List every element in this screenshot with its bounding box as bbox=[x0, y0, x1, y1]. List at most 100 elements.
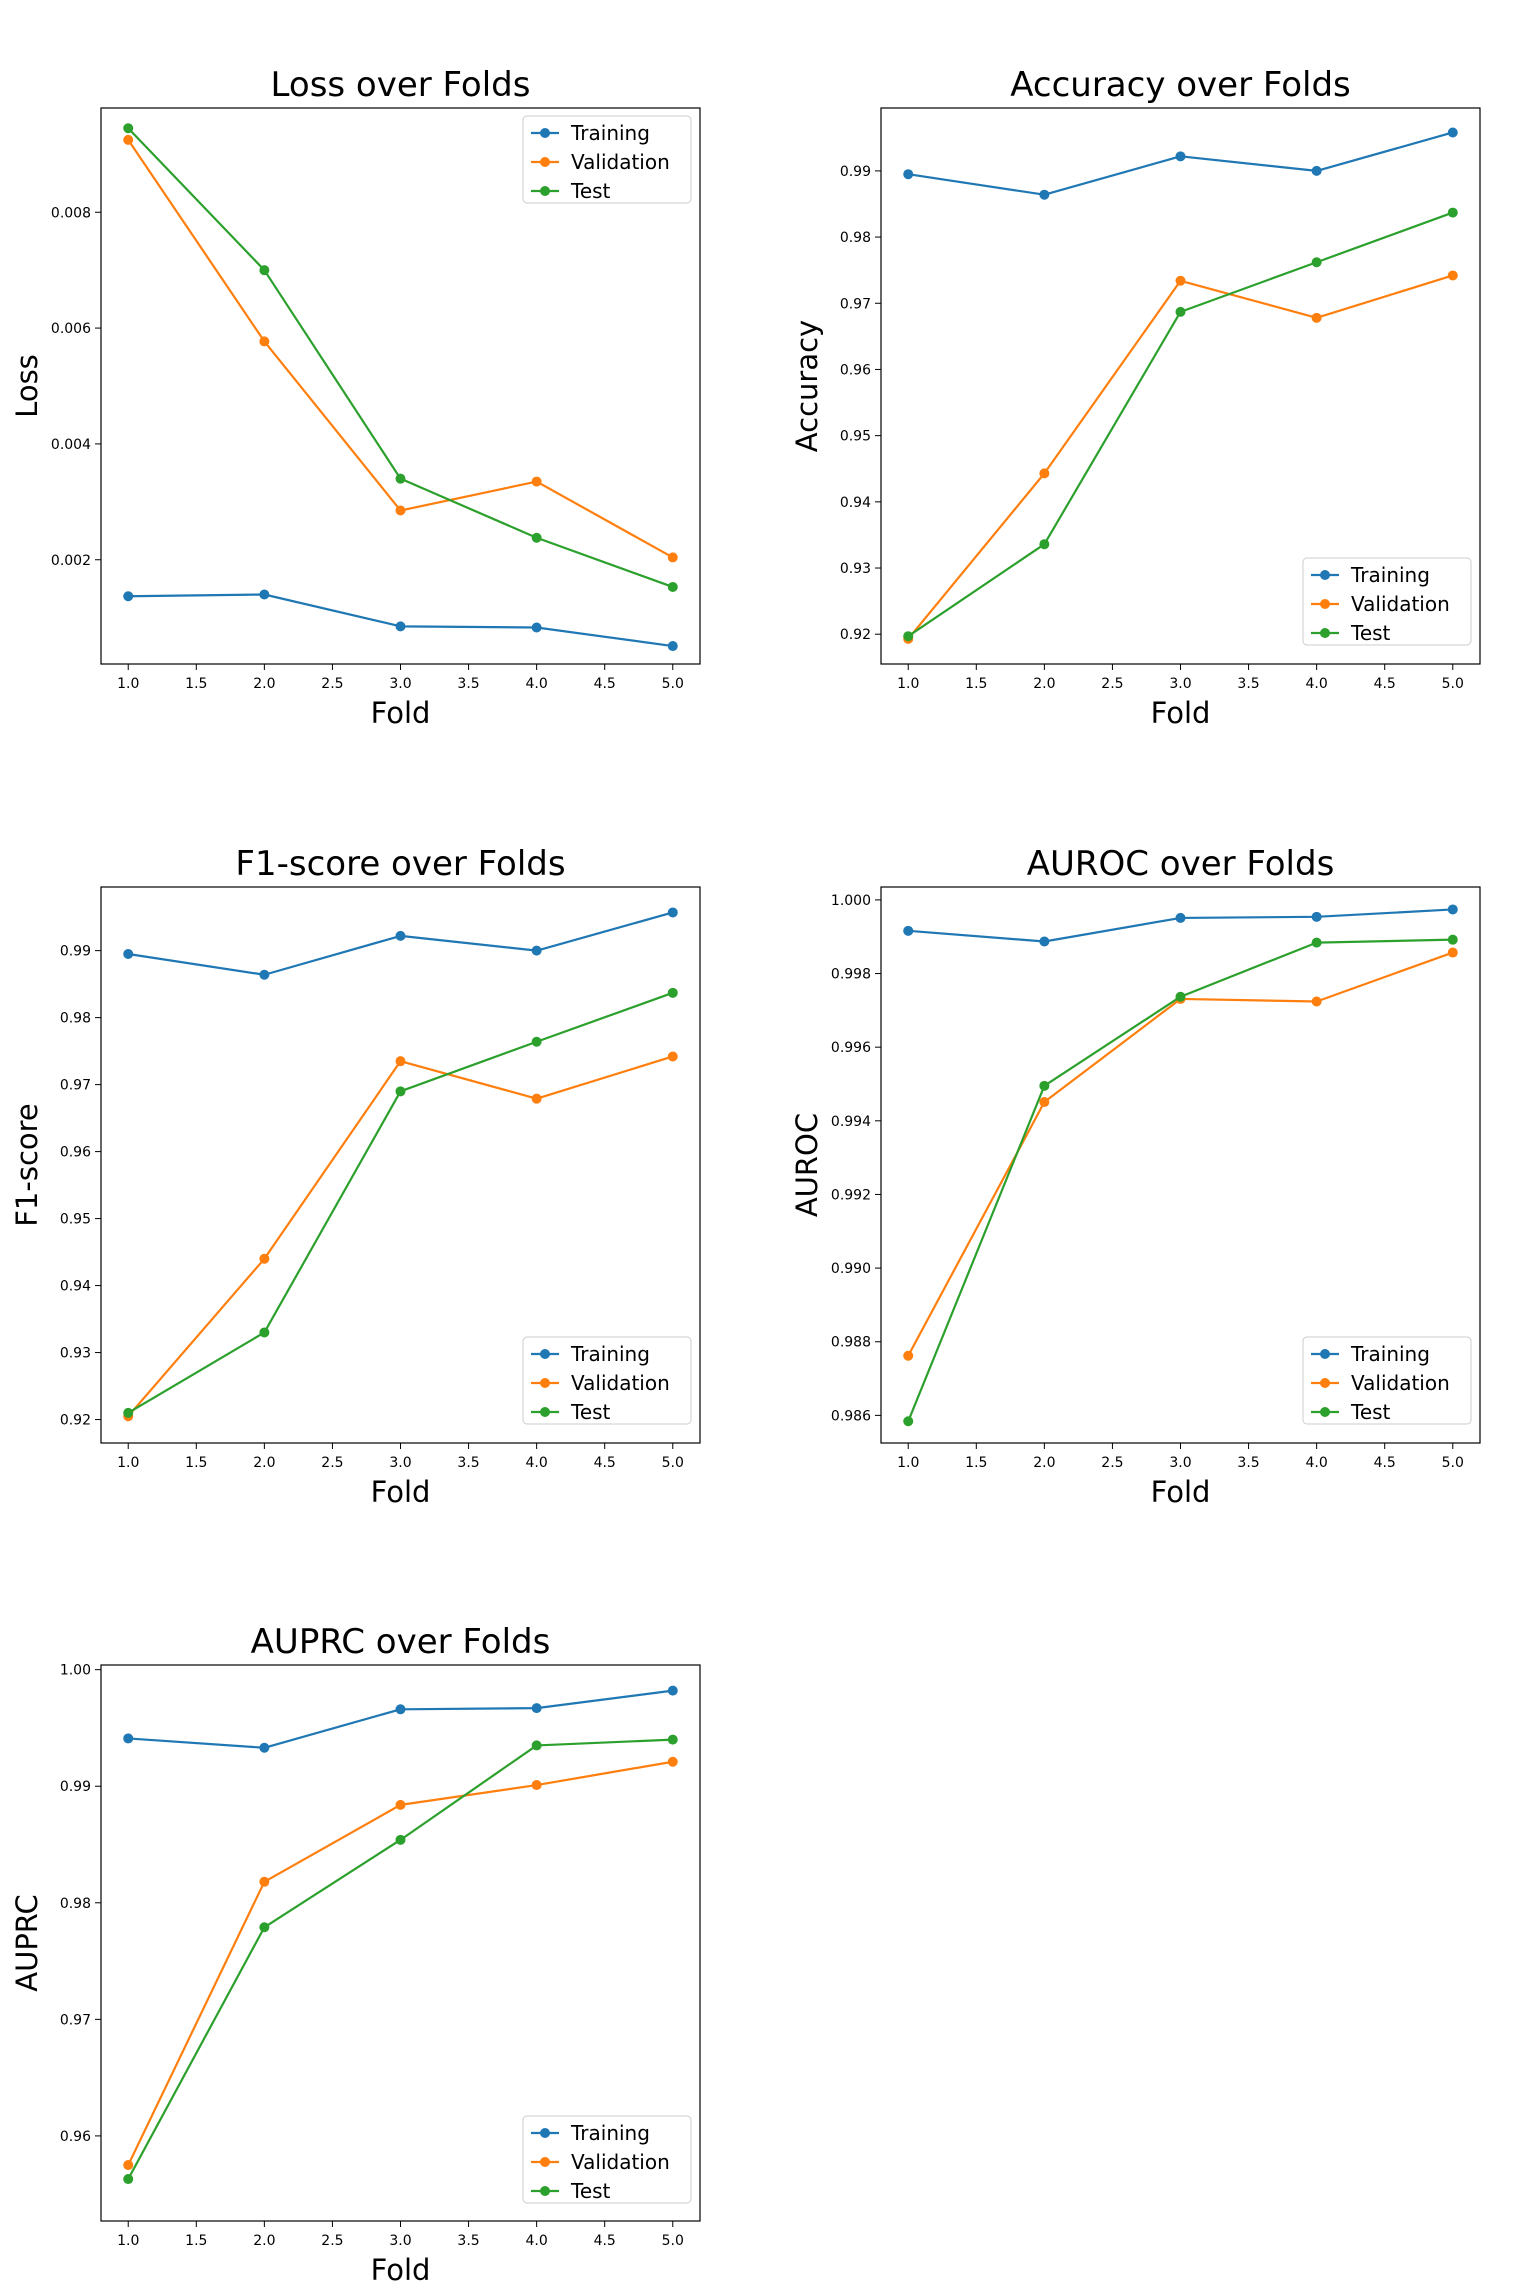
series-line-validation bbox=[127, 1760, 673, 2166]
y-tick-label: 0.99 bbox=[60, 1779, 91, 1795]
series-line-training bbox=[128, 593, 673, 648]
y-tick-label: 0.998 bbox=[831, 967, 871, 983]
data-point-training bbox=[259, 969, 270, 980]
data-point-training bbox=[123, 1733, 134, 1744]
legend-marker-validation bbox=[540, 157, 550, 167]
data-point-validation bbox=[1039, 468, 1050, 479]
data-point-test bbox=[259, 265, 270, 276]
data-point-validation bbox=[1039, 1097, 1050, 1108]
data-point-test bbox=[903, 631, 914, 642]
data-point-test bbox=[531, 1740, 542, 1751]
data-point-test bbox=[123, 2174, 134, 2185]
chart-5: AUPRC over Folds 1.0 1.5 2.0 2.5 3.0 3.5 4.0 4.5… bbox=[10, 1622, 701, 2287]
series-line-training bbox=[128, 1689, 673, 1749]
chart-title: AUPRC over Folds bbox=[251, 1622, 551, 1662]
x-tick-label: 2.0 bbox=[1033, 676, 1055, 692]
legend-marker-validation bbox=[540, 1378, 550, 1388]
data-point-training bbox=[531, 1703, 542, 1714]
y-tick-label: 0.95 bbox=[840, 429, 871, 445]
data-point-test bbox=[667, 1734, 678, 1745]
x-tick-label: 5.0 bbox=[662, 2233, 684, 2249]
legend-marker-test bbox=[1320, 628, 1330, 638]
legend-label-test: Test bbox=[1350, 621, 1391, 645]
legend-label-validation: Validation bbox=[571, 1371, 670, 1395]
legend: Training Validation Test bbox=[1302, 1336, 1472, 1425]
data-point-test bbox=[259, 1922, 270, 1933]
data-point-test bbox=[395, 1834, 406, 1845]
data-point-validation bbox=[259, 1253, 270, 1264]
x-tick-label: 5.0 bbox=[1442, 676, 1464, 692]
data-point-test bbox=[531, 1036, 542, 1047]
y-tick-label: 0.992 bbox=[831, 1187, 871, 1203]
legend: Training Validation Test bbox=[522, 2115, 692, 2204]
legend-box bbox=[522, 115, 692, 204]
data-point-test bbox=[1039, 1080, 1050, 1091]
data-point-test bbox=[1039, 539, 1050, 550]
legend-box bbox=[1302, 557, 1472, 646]
x-tick-label: 1.5 bbox=[965, 1455, 987, 1471]
x-tick-label: 2.5 bbox=[321, 2233, 343, 2249]
legend-label-training: Training bbox=[570, 121, 650, 145]
data-point-validation bbox=[531, 476, 542, 487]
data-point-training bbox=[667, 1685, 678, 1696]
legend-label-test: Test bbox=[1350, 1400, 1391, 1424]
data-point-training bbox=[395, 1704, 406, 1715]
y-tick-label: 0.97 bbox=[60, 2012, 91, 2028]
data-point-training bbox=[395, 930, 406, 941]
y-tick-label: 0.92 bbox=[60, 1413, 91, 1429]
x-tick-label: 3.5 bbox=[1237, 1455, 1259, 1471]
legend-box bbox=[1302, 1336, 1472, 1425]
data-point-training bbox=[259, 589, 270, 600]
legend-marker-test bbox=[1320, 1407, 1330, 1417]
data-point-test bbox=[1447, 934, 1458, 945]
data-point-validation bbox=[259, 336, 270, 347]
data-point-validation bbox=[1311, 996, 1322, 1007]
x-tick-label: 4.5 bbox=[594, 2233, 616, 2249]
data-point-validation bbox=[1447, 270, 1458, 281]
x-tick-label: 4.5 bbox=[1374, 1455, 1396, 1471]
legend-label-training: Training bbox=[1350, 563, 1430, 587]
x-tick-label: 1.5 bbox=[185, 1455, 207, 1471]
x-tick-label: 2.5 bbox=[321, 1455, 343, 1471]
data-point-training bbox=[531, 945, 542, 956]
x-tick-label: 5.0 bbox=[662, 1455, 684, 1471]
x-tick-label: 4.0 bbox=[1306, 676, 1328, 692]
x-tick-label: 3.0 bbox=[1169, 676, 1191, 692]
x-tick-label: 1.5 bbox=[185, 676, 207, 692]
y-tick-label: 1.00 bbox=[60, 1663, 91, 1679]
data-point-validation bbox=[531, 1780, 542, 1791]
y-tick-label: 0.986 bbox=[831, 1408, 871, 1424]
legend-label-training: Training bbox=[570, 1342, 650, 1366]
x-tick-label: 4.5 bbox=[1374, 676, 1396, 692]
y-tick-label: 0.98 bbox=[60, 1896, 91, 1912]
legend: Training Validation Test bbox=[522, 1336, 692, 1425]
data-point-validation bbox=[667, 1051, 678, 1062]
legend-marker-test bbox=[540, 1407, 550, 1417]
y-tick-label: 0.92 bbox=[840, 627, 871, 643]
y-axis-label: F1-score bbox=[10, 1103, 44, 1227]
data-point-training bbox=[903, 925, 914, 936]
series-line-training bbox=[128, 911, 674, 976]
chart-4: AUROC over Folds 1.0 1.5 2.0 2.5 3.0 3.5 4.0 4.5… bbox=[790, 844, 1481, 1509]
x-tick-label: 1.0 bbox=[117, 2233, 139, 2249]
x-tick-label: 3.0 bbox=[1169, 1455, 1191, 1471]
data-point-validation bbox=[903, 1350, 914, 1361]
y-tick-label: 0.988 bbox=[831, 1335, 871, 1351]
x-tick-label: 2.0 bbox=[1033, 1455, 1055, 1471]
x-tick-label: 4.0 bbox=[526, 2233, 548, 2249]
data-point-validation bbox=[531, 1093, 542, 1104]
y-tick-label: 0.004 bbox=[51, 437, 91, 453]
legend-box bbox=[522, 1336, 692, 1425]
y-tick-label: 0.996 bbox=[831, 1040, 871, 1056]
x-tick-label: 1.5 bbox=[965, 676, 987, 692]
legend-marker-training bbox=[540, 128, 550, 138]
y-tick-label: 0.98 bbox=[840, 230, 871, 246]
legend: Training Validation Test bbox=[1302, 557, 1472, 646]
legend-label-training: Training bbox=[1350, 1342, 1430, 1366]
legend-label-validation: Validation bbox=[1351, 592, 1450, 616]
data-point-test bbox=[1311, 257, 1322, 268]
data-point-training bbox=[123, 948, 134, 959]
legend-label-validation: Validation bbox=[571, 150, 670, 174]
x-axis-label: Fold bbox=[1151, 1475, 1211, 1509]
legend-marker-validation bbox=[540, 2157, 550, 2167]
